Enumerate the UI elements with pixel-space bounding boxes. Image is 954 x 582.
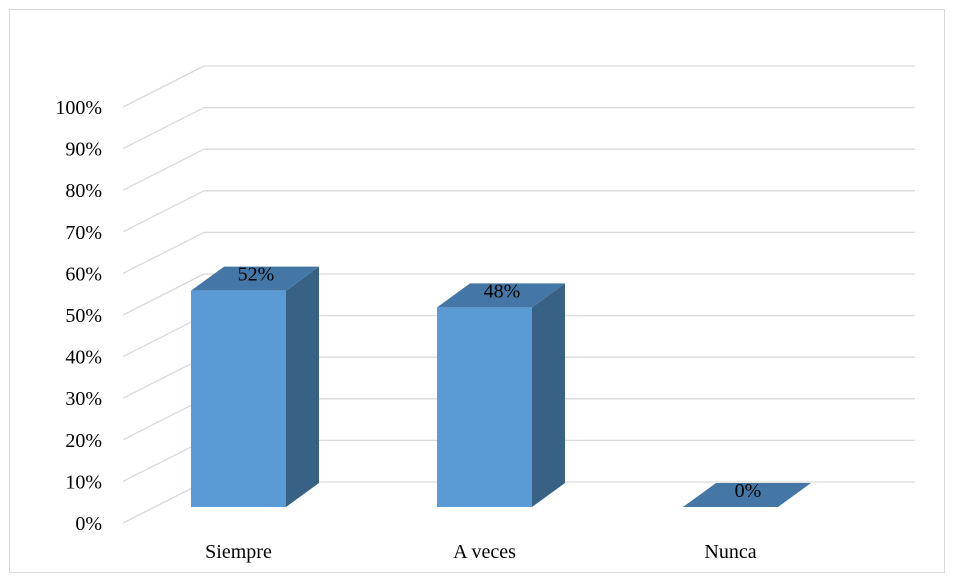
- y-tick-label: 0%: [75, 513, 102, 535]
- data-label: 0%: [735, 480, 762, 502]
- y-tick-label: 30%: [65, 388, 102, 410]
- x-axis-categories: Siempre A veces Nunca: [205, 541, 757, 563]
- gridline-side: [122, 398, 205, 441]
- gridline-side: [122, 190, 205, 233]
- bar-top: [437, 283, 565, 308]
- x-category-label: A veces: [453, 541, 516, 563]
- gridline-side: [122, 481, 205, 524]
- y-tick-label: 70%: [65, 222, 102, 244]
- x-category-label: Nunca: [704, 541, 756, 563]
- y-tick-label: 100%: [55, 97, 102, 119]
- y-tick-label: 80%: [65, 180, 102, 202]
- gridline-side: [122, 356, 205, 399]
- bar-top: [683, 483, 811, 507]
- bar-front: [437, 307, 532, 507]
- data-label: 52%: [238, 264, 275, 286]
- y-axis-ticks: 0% 10% 20% 30% 40% 50% 60% 70% 80% 90% 100%: [55, 97, 102, 535]
- y-tick-label: 90%: [65, 139, 102, 161]
- y-tick-label: 50%: [65, 305, 102, 327]
- y-tick-label: 10%: [65, 471, 102, 493]
- gridline-side: [122, 273, 205, 316]
- bar-top: [191, 266, 319, 291]
- bar-side: [286, 266, 319, 507]
- x-category-label: Siempre: [205, 541, 272, 563]
- chart-frame: 0% 10% 20% 30% 40% 50% 60% 70% 80% 90% 100% 52% 48%…: [9, 9, 945, 573]
- y-tick-label: 60%: [65, 263, 102, 285]
- data-label: 48%: [484, 280, 521, 302]
- data-labels: 52% 48% 0%: [238, 264, 762, 502]
- y-tick-label: 20%: [65, 430, 102, 452]
- gridline-side: [122, 315, 205, 358]
- bar-layer: [191, 266, 811, 507]
- gridline-side: [122, 148, 205, 191]
- gridline-side: [122, 107, 205, 150]
- gridline-side: [122, 231, 205, 274]
- bar-front: [191, 290, 286, 507]
- gridline-side: [122, 439, 205, 482]
- y-tick-label: 40%: [65, 347, 102, 369]
- gridline-side: [122, 65, 205, 108]
- bar-side: [532, 283, 565, 507]
